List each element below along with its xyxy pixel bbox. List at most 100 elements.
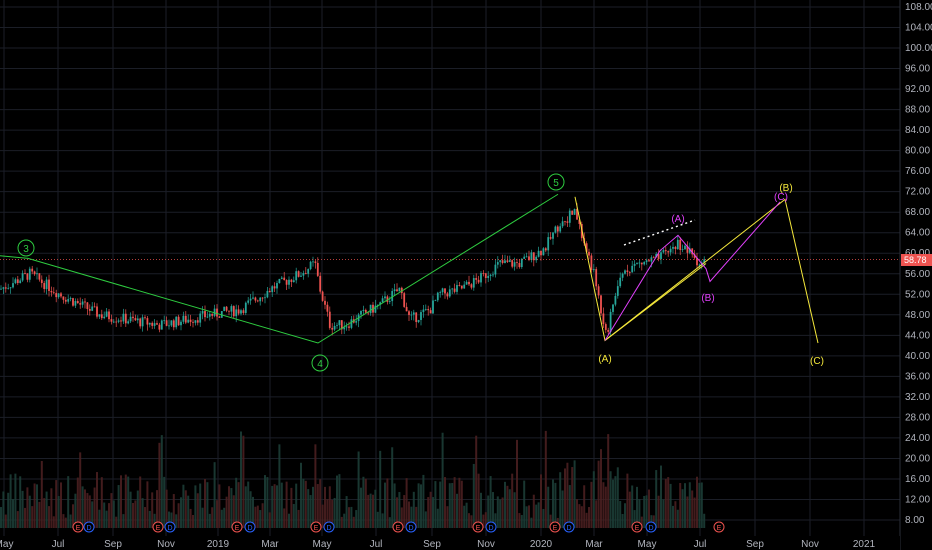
candle-body xyxy=(254,297,257,301)
candle-body xyxy=(98,314,101,317)
volume-bar xyxy=(604,486,607,528)
volume-bar xyxy=(261,503,264,528)
volume-bar xyxy=(393,483,396,528)
volume-bar xyxy=(619,501,622,528)
earnings-marker[interactable] xyxy=(713,521,725,533)
candle-body xyxy=(336,325,338,326)
candle-body xyxy=(636,262,638,264)
wave-label: (B) xyxy=(779,183,792,194)
candle-body xyxy=(201,311,204,314)
candle-body xyxy=(326,304,329,312)
volume-bar xyxy=(283,508,286,528)
earnings-marker[interactable] xyxy=(631,521,643,533)
candle-body xyxy=(489,274,492,276)
candle-body xyxy=(631,265,634,273)
dividend-marker[interactable] xyxy=(323,521,335,533)
candle-body xyxy=(564,221,566,223)
price-axis[interactable]: 108.00 104.00 100.00 96.00 92.00 88.00 84.00 80… xyxy=(899,0,932,550)
candle-body xyxy=(93,306,96,308)
earnings-marker[interactable] xyxy=(392,521,404,533)
earnings-marker[interactable] xyxy=(310,521,322,533)
volume-bar xyxy=(410,506,413,528)
candle-body xyxy=(384,296,386,299)
volume-bar xyxy=(374,489,377,528)
candle-body xyxy=(144,317,146,319)
candle-body xyxy=(532,252,535,261)
volume-bar xyxy=(43,498,46,528)
volume-bar xyxy=(16,511,19,528)
wave-label: (A) xyxy=(671,214,684,225)
candle-body xyxy=(568,210,571,223)
candle-body xyxy=(499,260,502,263)
volume-bar xyxy=(679,483,682,528)
candle-body xyxy=(566,221,569,223)
time-axis[interactable]: May Jul Sep Nov 2019 Mar May Jul Sep Nov 2020 Mar Ma… xyxy=(0,536,900,550)
volume-bar xyxy=(232,495,235,528)
y-tick-label: 88.00 xyxy=(905,105,930,116)
candle-body xyxy=(163,320,166,322)
candle-body xyxy=(439,292,442,294)
volume-bar xyxy=(645,495,648,528)
dividend-marker[interactable] xyxy=(83,521,95,533)
volume-bar xyxy=(208,513,211,528)
earnings-marker[interactable] xyxy=(472,521,484,533)
candle-body xyxy=(96,306,98,317)
candle-body xyxy=(374,305,377,313)
candle-body xyxy=(62,296,65,300)
volume-bar xyxy=(112,500,115,528)
candle-body xyxy=(624,270,626,274)
candle-body xyxy=(271,286,274,293)
volume-bar xyxy=(369,493,372,528)
y-tick-label: 36.00 xyxy=(905,371,930,382)
dividend-marker[interactable] xyxy=(485,521,497,533)
volume-bar xyxy=(636,486,638,528)
volume-bar xyxy=(499,499,502,528)
candle-body xyxy=(448,289,451,297)
candle-body xyxy=(220,311,223,318)
earnings-marker[interactable] xyxy=(231,521,243,533)
marker-letter: E xyxy=(76,525,81,532)
earnings-marker[interactable] xyxy=(549,521,561,533)
marker-letter: D xyxy=(408,525,413,532)
candle-body xyxy=(672,246,674,249)
candle-body xyxy=(69,298,72,300)
candle-body xyxy=(276,283,278,289)
candle-body xyxy=(540,250,542,256)
earnings-marker[interactable] xyxy=(72,521,84,533)
volume-bar xyxy=(482,514,485,528)
volume-bar xyxy=(458,477,461,528)
candle-body xyxy=(434,300,437,302)
marker-letter: D xyxy=(86,525,91,532)
y-tick-label: 96.00 xyxy=(905,64,930,75)
volume-bar xyxy=(530,517,533,528)
earnings-marker[interactable] xyxy=(152,521,164,533)
candle-body xyxy=(362,309,365,311)
volume-bar xyxy=(182,484,185,528)
volume-bar xyxy=(480,492,482,528)
dividend-marker[interactable] xyxy=(244,521,256,533)
volume-bar xyxy=(573,460,576,528)
dividend-marker[interactable] xyxy=(563,521,575,533)
dividend-marker[interactable] xyxy=(405,521,417,533)
candle-body xyxy=(364,309,367,313)
dividend-marker[interactable] xyxy=(164,521,176,533)
volume-bar xyxy=(134,500,137,528)
volume-bar xyxy=(249,491,252,528)
marker-letter: D xyxy=(326,525,331,532)
candle-body xyxy=(314,261,317,263)
candle-body xyxy=(547,237,550,251)
x-tick-label: Jul xyxy=(694,539,707,550)
marker-letter: D xyxy=(648,525,653,532)
candle-body xyxy=(350,319,353,328)
candle-body xyxy=(26,273,29,280)
candle-body xyxy=(235,309,238,317)
volume-bar xyxy=(129,491,132,528)
candle-body xyxy=(396,289,398,292)
dividend-marker[interactable] xyxy=(645,521,657,533)
candle-body xyxy=(444,288,446,294)
candle-body xyxy=(446,293,449,297)
last-price-badge xyxy=(901,254,932,266)
candle-body xyxy=(511,260,514,267)
